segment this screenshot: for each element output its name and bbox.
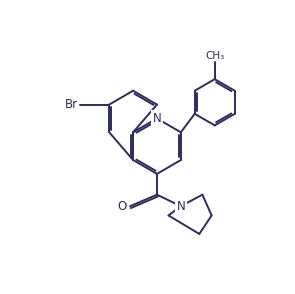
Text: N: N: [176, 200, 185, 213]
Text: CH₃: CH₃: [205, 51, 224, 61]
Text: Br: Br: [65, 98, 78, 111]
Text: N: N: [153, 112, 161, 125]
Text: O: O: [118, 200, 127, 213]
